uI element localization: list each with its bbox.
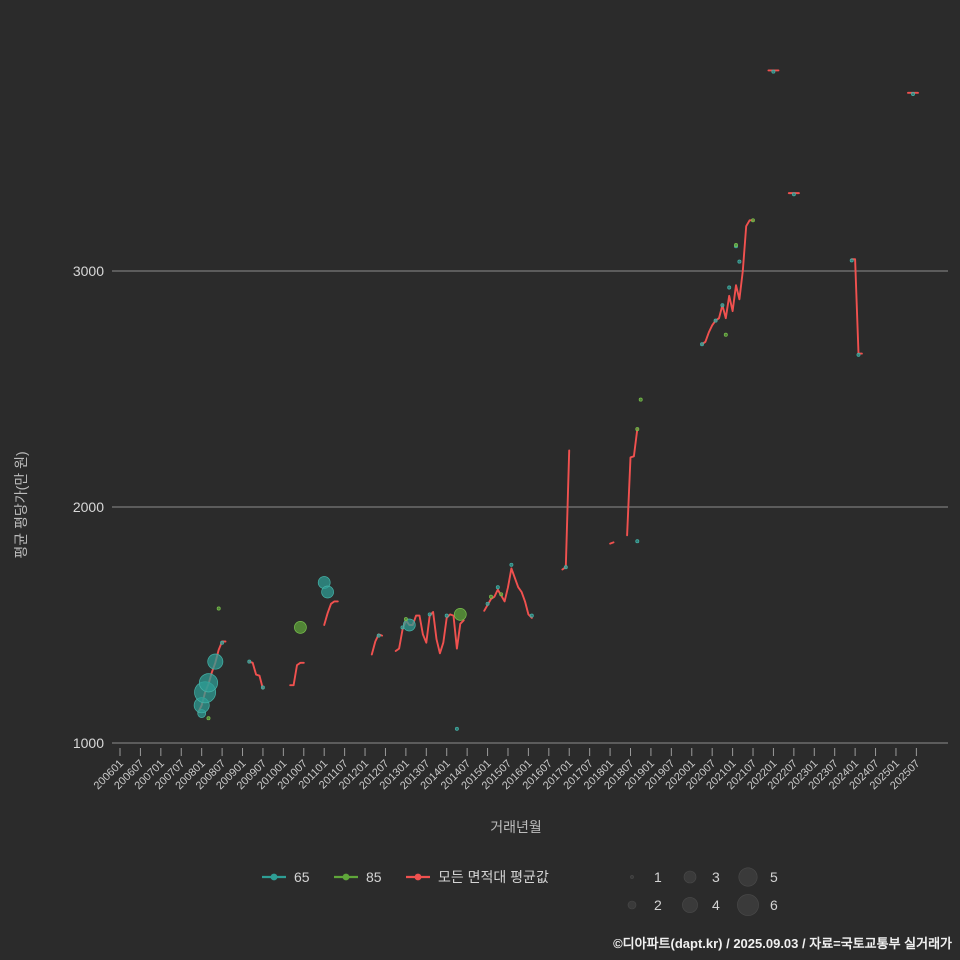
data-bubble-65 bbox=[220, 640, 225, 645]
legend-marker-모든 면적대 평균값[interactable] bbox=[414, 873, 422, 881]
data-bubble-65 bbox=[635, 539, 640, 544]
data-bubble-65 bbox=[402, 618, 416, 632]
data-bubble-85 bbox=[403, 617, 408, 622]
size-legend-label-3: 3 bbox=[712, 869, 720, 885]
data-bubble-65 bbox=[771, 69, 776, 74]
data-bubble-65 bbox=[791, 192, 796, 197]
size-legend-dot-4 bbox=[682, 897, 698, 913]
y-tick-label: 2000 bbox=[73, 499, 104, 515]
data-bubble-85 bbox=[453, 608, 467, 621]
data-bubble-65 bbox=[856, 352, 861, 357]
data-bubble-85 bbox=[723, 332, 728, 337]
avg-line-segment bbox=[626, 428, 639, 537]
size-legend-dot-2 bbox=[627, 900, 637, 910]
data-bubble-65 bbox=[700, 342, 704, 347]
size-legend-label-2: 2 bbox=[654, 897, 662, 913]
y-tick-label: 3000 bbox=[73, 263, 104, 279]
avg-line-segment bbox=[289, 661, 305, 687]
gridlines bbox=[112, 270, 948, 744]
data-bubble-65 bbox=[727, 285, 732, 290]
data-bubble-65 bbox=[427, 612, 432, 617]
footer-credit: ©디아파트(dapt.kr) / 2025.09.03 / 자료=국토교통부 실… bbox=[613, 936, 952, 951]
data-bubble-85 bbox=[751, 218, 755, 223]
data-bubble-65 bbox=[247, 659, 252, 664]
legend-marker-65[interactable] bbox=[270, 873, 278, 881]
size-legend-label-4: 4 bbox=[712, 897, 720, 913]
data-bubble-65 bbox=[911, 92, 915, 96]
legend-label-모든 면적대 평균값[interactable]: 모든 면적대 평균값 bbox=[438, 869, 549, 885]
data-bubble-85 bbox=[734, 243, 738, 247]
legend-marker-85[interactable] bbox=[342, 873, 350, 881]
avg-line-segment bbox=[850, 258, 863, 355]
data-bubble-85 bbox=[206, 716, 211, 721]
data-bubble-65 bbox=[713, 318, 718, 323]
data-bubble-85 bbox=[294, 621, 307, 634]
y-axis-ticks: 1000 2000 3000 bbox=[73, 263, 104, 751]
data-bubble-65 bbox=[444, 613, 449, 618]
avg-line-segment bbox=[248, 660, 264, 690]
data-bubble-85 bbox=[635, 427, 640, 432]
y-axis-title: 평균 평당가(만 원) bbox=[13, 451, 29, 558]
data-bubble-85 bbox=[489, 594, 493, 599]
data-bubble-65 bbox=[529, 613, 534, 618]
size-legend-label-6: 6 bbox=[770, 897, 778, 913]
avg-line-segment bbox=[323, 600, 339, 626]
data-bubble-85 bbox=[216, 606, 221, 611]
x-axis-title: 거래년월 bbox=[490, 819, 542, 835]
data-bubble-65 bbox=[720, 303, 725, 308]
size-legend-dot-6 bbox=[737, 894, 759, 916]
data-bubble-65 bbox=[849, 258, 854, 263]
data-bubble-65 bbox=[485, 601, 490, 606]
data-bubble-65 bbox=[563, 565, 568, 570]
data-bubble-65 bbox=[376, 633, 381, 638]
size-legend-dot-5 bbox=[738, 867, 758, 887]
data-bubble-65 bbox=[737, 259, 742, 264]
data-bubble-65 bbox=[495, 585, 500, 590]
data-bubble-65 bbox=[509, 562, 514, 567]
data-bubble-85 bbox=[499, 592, 504, 597]
avg-line-segment bbox=[701, 219, 754, 346]
legend-label-85[interactable]: 85 bbox=[366, 869, 382, 885]
y-tick-label: 1000 bbox=[73, 735, 104, 751]
data-bubble-65 bbox=[207, 653, 224, 670]
series-bubbles bbox=[193, 69, 915, 731]
size-legend-label-1: 1 bbox=[654, 869, 662, 885]
data-bubble-65 bbox=[454, 726, 459, 731]
data-bubble-85 bbox=[638, 397, 643, 402]
size-legend: 1 2 3 4 5 6 bbox=[627, 867, 778, 916]
size-legend-dot-3 bbox=[683, 870, 697, 884]
data-bubble-65 bbox=[321, 585, 334, 599]
legend: 65 85 모든 면적대 평균값 bbox=[262, 869, 549, 885]
data-bubble-65 bbox=[260, 685, 265, 690]
legend-label-65[interactable]: 65 bbox=[294, 869, 310, 885]
data-bubble-65 bbox=[198, 673, 219, 693]
avg-line-segment bbox=[609, 541, 615, 545]
size-legend-dot-1 bbox=[630, 875, 634, 879]
size-legend-label-5: 5 bbox=[770, 869, 778, 885]
